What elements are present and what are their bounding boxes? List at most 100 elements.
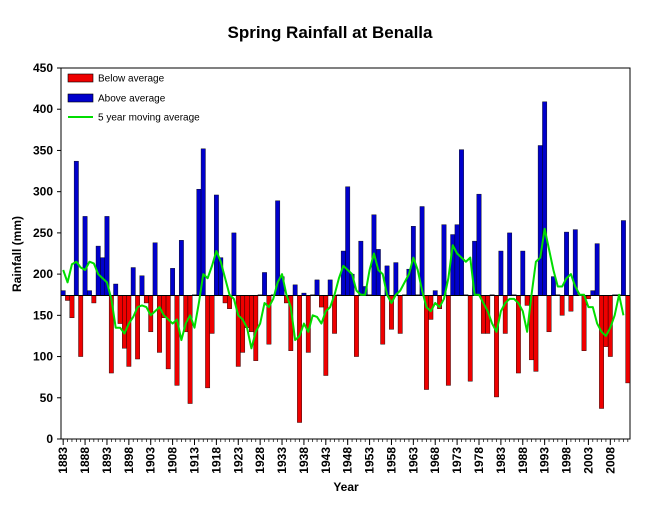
bar-below-1917 [209, 295, 215, 334]
x-tick-label-1983: 1983 [494, 447, 508, 474]
bar-below-1926 [249, 295, 254, 333]
bar-below-1905 [157, 295, 162, 353]
x-tick-label-1968: 1968 [428, 447, 442, 474]
bar-below-1887 [78, 295, 84, 357]
y-tick-label-0: 0 [46, 432, 53, 446]
bar-below-1920 [222, 295, 228, 304]
x-tick-label-1888: 1888 [78, 447, 92, 474]
x-tick-label-1928: 1928 [253, 447, 267, 474]
y-axis: 0 50 100 150 200 250 300 350 400 450 [33, 61, 61, 446]
x-tick-label-1883: 1883 [56, 447, 70, 474]
x-tick-label-1908: 1908 [166, 447, 180, 474]
bar-above-2011 [621, 220, 626, 296]
bar-below-1999 [568, 295, 574, 312]
x-tick-label-1998: 1998 [560, 447, 574, 474]
legend: Below average Above average 5 year moving … [67, 74, 200, 124]
bar-below-1897 [122, 295, 127, 349]
bar-below-1900 [135, 295, 140, 360]
bar-above-1944 [327, 279, 333, 296]
x-tick-label-1898: 1898 [122, 447, 136, 474]
bar-above-1951 [358, 240, 364, 296]
bar-below-1937 [297, 295, 302, 423]
x-axis: 1883 1888 1893 1898 1903 1908 1913 1918 1923 1928… [56, 439, 629, 474]
x-tick-label-1923: 1923 [231, 447, 245, 474]
bar-above-1947 [340, 250, 346, 296]
bar-below-1898 [126, 295, 132, 367]
bar-above-1914 [196, 188, 202, 296]
x-tick-label-1988: 1988 [516, 447, 530, 474]
bar-above-1970 [441, 224, 447, 296]
bar-above-2004 [590, 290, 596, 296]
bar-below-1890 [91, 295, 97, 304]
x-tick-label-1903: 1903 [144, 447, 158, 474]
x-tick-label-1938: 1938 [297, 447, 311, 474]
bar-below-1991 [533, 295, 539, 372]
legend-label-below: Below average [98, 74, 165, 85]
bar-above-1985 [507, 232, 513, 296]
x-tick-label-1973: 1973 [450, 447, 464, 474]
x-tick-label-1953: 1953 [363, 447, 377, 474]
bar-above-1908 [170, 268, 175, 296]
bar-above-1886 [73, 160, 79, 296]
bar-above-1992 [537, 145, 543, 296]
bar-above-1910 [178, 240, 184, 296]
x-tick-label-1993: 1993 [538, 447, 552, 474]
bar-below-1989 [524, 295, 530, 306]
bar-below-1994 [546, 295, 552, 333]
x-axis-title: Year [333, 480, 359, 494]
chart-title: Spring Rainfall at Benalla [228, 23, 434, 42]
bar-above-1959 [393, 262, 399, 296]
x-tick-label-1943: 1943 [319, 447, 333, 474]
moving-average-series [62, 227, 625, 350]
legend-label-above: Above average [98, 94, 166, 105]
bar-below-1976 [467, 295, 473, 382]
bar-above-1978 [476, 193, 482, 296]
bar-above-1922 [231, 232, 237, 296]
bar-below-1960 [397, 295, 403, 334]
bar-above-1895 [113, 283, 119, 296]
bar-above-1936 [292, 284, 298, 296]
bar-above-1941 [314, 279, 320, 296]
bar-above-1988 [520, 250, 526, 296]
y-tick-label-150: 150 [33, 308, 53, 322]
bar-above-1972 [450, 234, 456, 296]
x-tick-label-1963: 1963 [406, 447, 420, 474]
bar-below-1956 [380, 295, 386, 345]
bar-below-1902 [143, 295, 149, 304]
bar-above-1968 [432, 290, 438, 296]
bar-above-1929 [262, 272, 267, 296]
y-tick-label-100: 100 [33, 350, 53, 364]
y-tick-label-450: 450 [33, 61, 53, 75]
y-tick-label-400: 400 [33, 102, 53, 116]
bar-below-1916 [205, 295, 211, 389]
x-tick-label-1893: 1893 [100, 447, 114, 474]
bar-above-1889 [87, 290, 92, 296]
y-tick-label-250: 250 [33, 226, 53, 240]
bar-above-1901 [139, 275, 145, 296]
bar-above-1973 [454, 224, 460, 296]
legend-swatch-above [67, 93, 94, 103]
bar-below-1971 [445, 295, 451, 386]
bar-below-1885 [69, 295, 75, 319]
x-tick-label-2008: 2008 [603, 447, 617, 474]
bar-above-1904 [152, 242, 158, 296]
x-tick-label-1978: 1978 [472, 447, 486, 474]
bar-below-1943 [323, 295, 329, 376]
x-tick-label-1918: 1918 [209, 447, 223, 474]
bar-above-1974 [459, 149, 464, 296]
bar-above-1883 [60, 290, 66, 296]
bar-above-1993 [542, 101, 548, 296]
bar-below-1896 [117, 295, 123, 324]
y-tick-label-200: 200 [33, 267, 53, 281]
bar-above-1948 [345, 186, 351, 296]
bar-below-2002 [581, 295, 587, 351]
y-axis-title: Rainfall (mm) [10, 216, 24, 292]
bar-above-2005 [594, 243, 600, 296]
y-tick-label-300: 300 [33, 185, 53, 199]
legend-label-moving_average: 5 year moving average [98, 113, 200, 124]
y-tick-label-50: 50 [40, 391, 54, 405]
bar-below-1982 [494, 295, 499, 398]
bar-above-1983 [498, 250, 504, 296]
